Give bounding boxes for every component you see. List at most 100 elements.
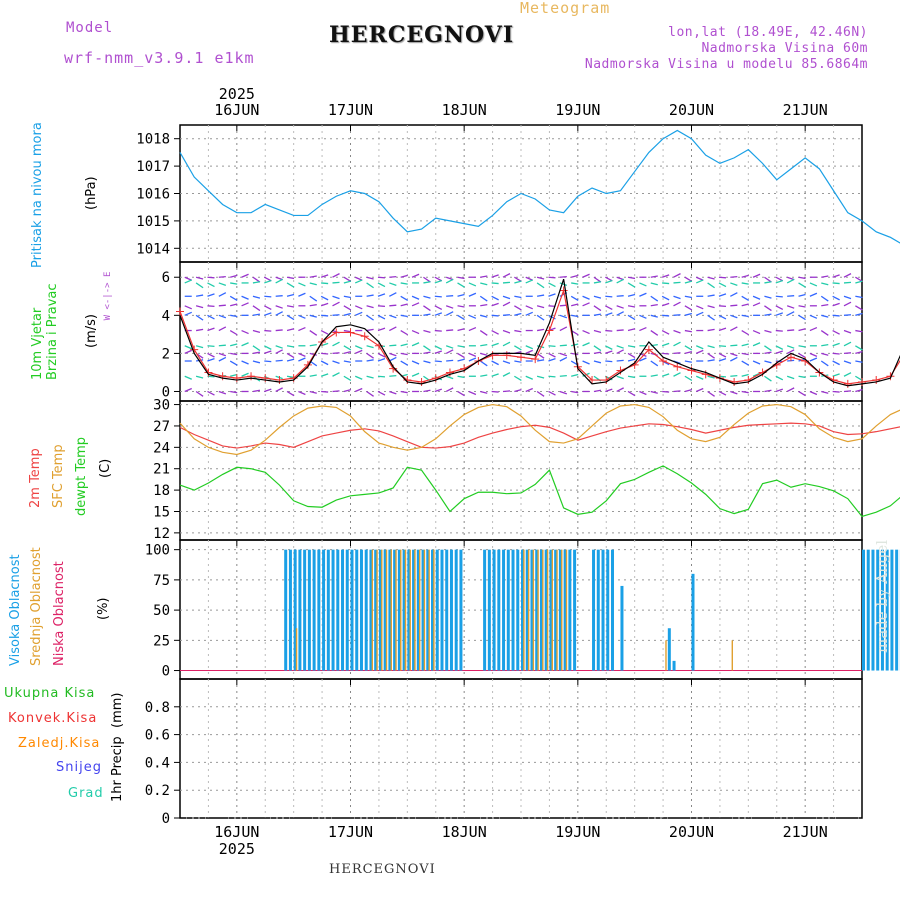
wind-arrow (286, 358, 295, 362)
cloud-bar-mid (546, 549, 549, 671)
wind-arrow (298, 292, 306, 297)
wind-arrow (832, 314, 840, 317)
wind-arrow (536, 282, 545, 289)
wind-arrow (184, 311, 192, 316)
wind-arrow (389, 282, 397, 286)
wind-arrow (741, 343, 749, 347)
wind-arrow (752, 302, 761, 307)
cloud-bar-mid (542, 549, 544, 671)
temp-unit: (C) (98, 458, 113, 478)
x-tick-label-bottom: 20JUN (669, 823, 714, 841)
cloud-bar-high (549, 549, 553, 671)
wind-arrow (548, 345, 556, 348)
ytick-label-pressure: 1017 (136, 159, 170, 175)
wind-arrow (855, 280, 863, 284)
wind-arrow (798, 390, 806, 397)
wind-arrow (411, 329, 420, 335)
cloud-bar-high (449, 549, 453, 671)
cloud-bar-high (554, 549, 558, 671)
wind-arrow (786, 305, 795, 309)
wind-arrow (673, 341, 681, 347)
wind-arrow (491, 373, 499, 377)
wind-arrow (411, 360, 420, 365)
pressure-line (179, 129, 900, 244)
wind-arrow (366, 282, 374, 289)
wind-arrow (377, 327, 386, 332)
wind-arrow (775, 375, 784, 381)
cloud-bar-high (322, 549, 326, 671)
wind-arrow (434, 295, 442, 298)
wind-arrow (832, 329, 840, 335)
gust-marker (687, 366, 696, 375)
wind-arrow (491, 295, 499, 301)
wind-arrow (275, 311, 283, 316)
wind-arrow (582, 342, 590, 347)
wind-arrow (286, 352, 295, 359)
wind-arrow (536, 345, 545, 349)
cloud-bar-high (402, 549, 406, 671)
wind-arrow (684, 305, 693, 311)
wind-arrow (491, 390, 499, 393)
wind-arrow (673, 314, 681, 316)
ytick-label-precip: 0.4 (145, 755, 170, 771)
wind-arrow (798, 293, 806, 297)
wind-arrow (366, 345, 374, 349)
wind-arrow (286, 305, 295, 308)
cloud-bar-high (502, 549, 506, 671)
wind-arrow (821, 282, 829, 286)
wind-arrow (662, 282, 670, 285)
wind-arrow (309, 295, 318, 302)
wind-arrow (286, 345, 295, 348)
wind-arrow (218, 352, 227, 357)
wind-arrow (695, 311, 704, 316)
pressure-unit: (hPa) (84, 176, 99, 210)
wind-arrow (571, 282, 579, 285)
wind-arrow (480, 343, 488, 347)
x-tick-label-bottom: 16JUN (214, 823, 259, 841)
wind-arrow (218, 304, 226, 307)
cloud-bar-high (492, 549, 496, 671)
wind-arrow (741, 360, 750, 366)
cloud-bar-mid (376, 549, 378, 671)
wind-arrow (775, 345, 784, 350)
ytick-label-precip: 0 (162, 811, 170, 827)
cloud-bar-high (558, 549, 562, 671)
wind-arrow (423, 295, 431, 299)
wind-arrow (650, 282, 658, 286)
wind-arrow (230, 282, 238, 285)
wind-arrow (525, 276, 533, 281)
cloud-bar-mid (295, 628, 298, 671)
wind-arrow (252, 276, 261, 283)
wind-arrow (218, 275, 226, 278)
wind-arrow (730, 390, 738, 395)
gust-marker (261, 374, 270, 383)
wind-arrow (536, 305, 545, 309)
wind-arrow (320, 329, 329, 335)
wind-arrow (582, 302, 590, 307)
wind-arrow (605, 345, 613, 350)
wind-arrow (786, 375, 795, 380)
wind-arrow (423, 276, 431, 283)
wind-arrow (411, 372, 420, 377)
ytick-label-temperature: 15 (153, 504, 170, 520)
wind-arrow (286, 328, 295, 332)
ytick-label-precip: 0.8 (145, 700, 170, 716)
wind-arrow (252, 313, 261, 316)
temp-label-2m: 2m Temp (28, 448, 43, 508)
cloud-bar-mid (551, 549, 554, 671)
wind-arrow (343, 312, 352, 316)
panel-frame-precip (179, 678, 863, 819)
wind-arrow (321, 390, 329, 393)
wind-arrow (650, 390, 658, 394)
wind-arrow (639, 282, 647, 287)
wind-arrow (832, 302, 840, 307)
gust-marker (502, 351, 511, 360)
cloud-bar-high (563, 549, 567, 671)
wind-arrow (377, 282, 386, 288)
wind-arrow (718, 282, 727, 288)
wind-arrow (377, 375, 386, 378)
wind-arrow (593, 351, 602, 355)
wind-arrow (195, 282, 204, 289)
cloud-label-low: Niska Oblacnost (52, 561, 67, 666)
